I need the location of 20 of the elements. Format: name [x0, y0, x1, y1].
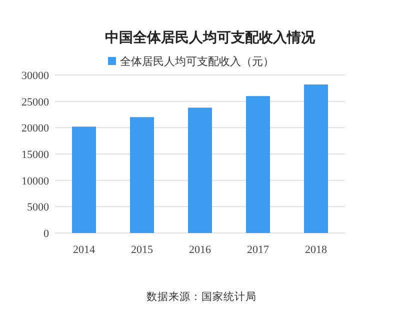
chart-title: 中国全体居民人均可支配收入情况 — [105, 30, 316, 46]
y-tick-label: 15000 — [22, 149, 50, 161]
source-note: 数据来源：国家统计局 — [146, 290, 256, 303]
bar — [304, 84, 328, 233]
y-tick-label: 10000 — [22, 175, 50, 188]
x-tick-label: 2018 — [305, 244, 328, 256]
x-tick-label: 2015 — [131, 244, 154, 256]
legend-label: 全体居民人均可支配收入（元） — [120, 55, 274, 68]
y-tick-label: 0 — [44, 228, 50, 240]
x-tick-label: 2016 — [189, 244, 212, 256]
bar — [246, 96, 270, 233]
y-tick-label: 5000 — [27, 202, 50, 214]
bar — [72, 126, 96, 233]
x-tick-label: 2014 — [73, 244, 96, 256]
x-tick-label: 2017 — [247, 244, 270, 256]
y-tick-label: 25000 — [22, 96, 50, 108]
bar — [130, 117, 154, 233]
y-tick-label: 20000 — [22, 122, 50, 135]
bar — [188, 108, 212, 233]
y-tick-label: 30000 — [22, 70, 50, 82]
